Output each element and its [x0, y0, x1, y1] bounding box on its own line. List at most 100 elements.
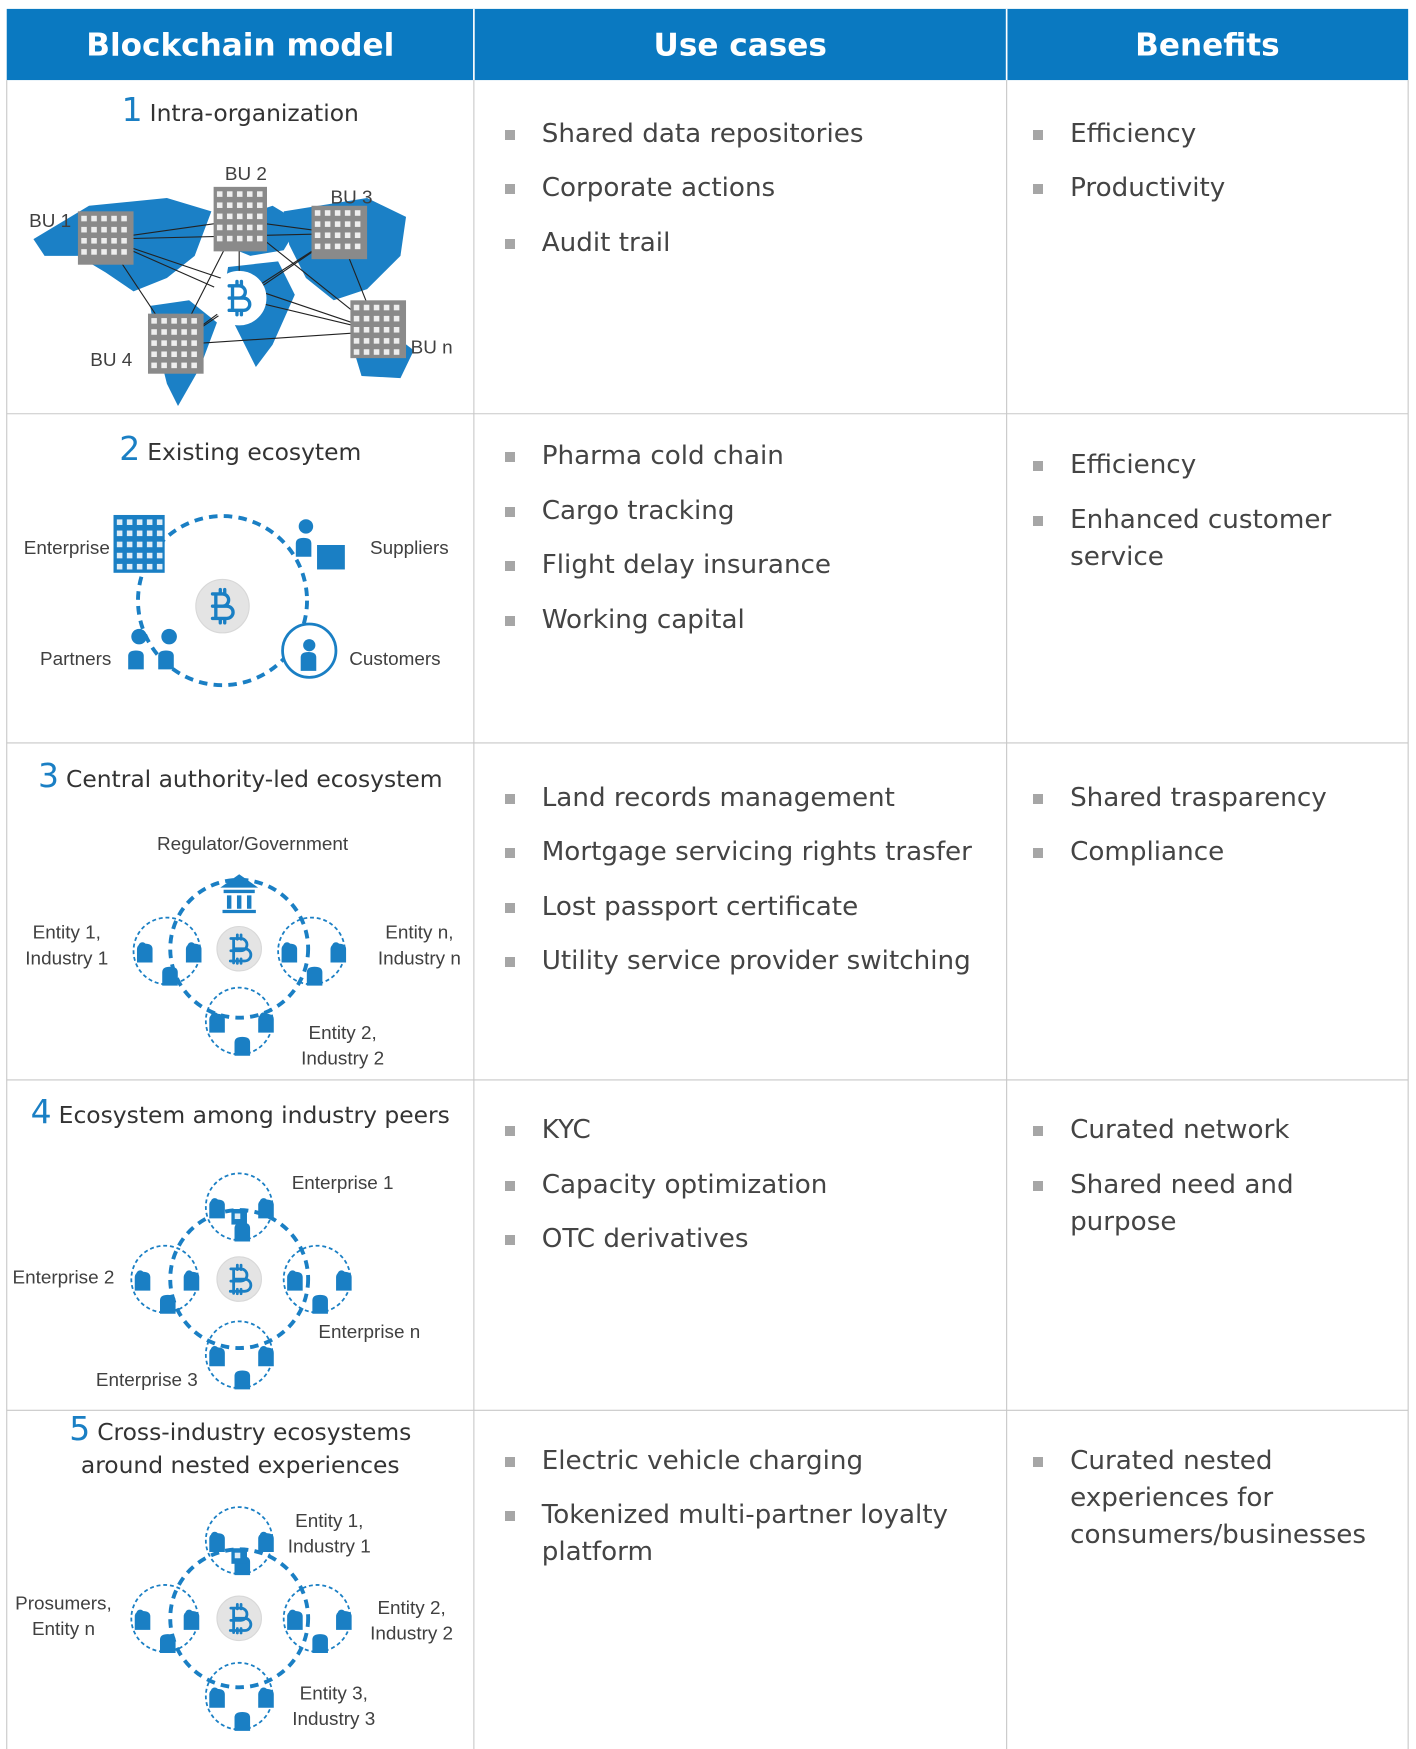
building-window	[91, 249, 97, 255]
person-icon	[136, 943, 153, 963]
model-title: 4 Ecosystem among industry peers	[7, 1095, 474, 1132]
person-icon	[258, 1347, 274, 1367]
use-case: Pharma cold chain	[504, 438, 996, 475]
diagram-label: Industry 1	[288, 1537, 371, 1558]
item-text: Corporate actions	[541, 173, 776, 204]
bullet	[504, 1180, 515, 1191]
benefit-list: Curated nested experiences for consumers…	[1033, 1443, 1393, 1572]
diagram-label: Suppliers	[370, 538, 449, 559]
building-window	[161, 318, 167, 324]
building-window	[324, 243, 331, 250]
building-window	[246, 191, 253, 197]
building-window	[191, 340, 197, 346]
building-window	[353, 338, 360, 344]
building-window	[126, 552, 133, 559]
building-window	[373, 338, 380, 344]
person-icon	[234, 1036, 251, 1056]
building-window	[236, 213, 243, 220]
item-text: KYC	[541, 1115, 591, 1146]
building-window	[146, 530, 153, 537]
network-ring	[136, 514, 309, 688]
building-window	[101, 238, 107, 244]
person-icon	[298, 519, 314, 534]
building-window	[91, 226, 97, 233]
model-name: Ecosystem among industry peers	[58, 1100, 450, 1129]
item-text: Lost passport certificate	[541, 891, 859, 922]
model-number: 2	[119, 428, 141, 468]
building-window	[373, 326, 380, 333]
person-icon	[287, 1271, 303, 1291]
diagram-label: Entity 2,	[309, 1023, 377, 1044]
building-window	[383, 315, 390, 322]
building-window	[246, 224, 253, 231]
bitcoin-glyph	[228, 933, 253, 965]
benefit-list: Shared trasparency Compliance	[1033, 780, 1393, 889]
building-window	[146, 519, 153, 525]
header-bar	[6, 8, 1409, 81]
bullet	[1033, 1180, 1044, 1191]
building-window	[216, 191, 223, 197]
use-case: Working capital	[504, 602, 996, 639]
building-window	[324, 232, 331, 239]
person-icon	[306, 966, 323, 986]
person-icon	[258, 1199, 274, 1219]
building-window	[116, 552, 123, 559]
building-window	[234, 1552, 241, 1559]
item-text: Tokenized multi-partner loyalty platform	[541, 1500, 949, 1568]
use-case: OTC derivatives	[504, 1221, 996, 1258]
item-text: Land records management	[541, 782, 895, 813]
bullet	[504, 1235, 515, 1246]
building-window	[383, 304, 390, 311]
bullet	[1033, 184, 1044, 195]
building-window	[246, 213, 253, 220]
person-icon	[300, 651, 317, 671]
building-window	[393, 326, 400, 333]
building-window	[314, 210, 321, 216]
use-case: KYC	[504, 1112, 996, 1149]
building-window	[191, 329, 197, 335]
bullet	[504, 793, 515, 804]
benefit-list: Efficiency Enhanced customer service	[1033, 447, 1393, 593]
model-number: 5	[69, 1408, 91, 1448]
benefit: Enhanced customer service	[1033, 502, 1393, 576]
person-icon	[287, 1610, 303, 1630]
benefit: Efficiency	[1033, 447, 1393, 484]
building-window	[246, 235, 253, 242]
item-text: Cargo tracking	[541, 495, 735, 526]
use-case: Corporate actions	[504, 170, 996, 207]
bullet	[504, 1126, 515, 1137]
building-window	[111, 249, 117, 255]
building-window	[111, 226, 117, 233]
building-window	[393, 349, 400, 355]
building-window	[171, 340, 177, 346]
network-ring	[168, 1547, 311, 1690]
building-window	[121, 226, 127, 233]
building-window	[216, 235, 223, 242]
diagram-label: Enterprise 3	[96, 1370, 198, 1391]
building-window	[256, 235, 263, 242]
item-text: Pharma cold chain	[541, 441, 784, 472]
diagram-label: Enterprise n	[318, 1322, 420, 1343]
building-window	[181, 318, 187, 324]
bullet	[504, 848, 515, 859]
building-window	[314, 232, 321, 239]
building-window	[146, 541, 153, 548]
building-window	[151, 329, 157, 335]
building-window	[393, 315, 400, 322]
person-icon	[336, 1610, 352, 1630]
bitcoin-glyph	[228, 1263, 253, 1296]
diagram-label: Enterprise 2	[13, 1268, 115, 1289]
person-icon	[336, 1271, 352, 1291]
building-window	[344, 221, 351, 227]
model-number: 4	[30, 1091, 52, 1131]
bitcoin-glyph	[228, 1603, 253, 1635]
building-window	[334, 221, 341, 227]
bullet	[1033, 848, 1044, 859]
benefit-list: Curated network Shared need and purpose	[1033, 1112, 1393, 1258]
item-text: Audit trail	[541, 227, 671, 258]
item-text: Efficiency	[1070, 118, 1197, 149]
use-case: Audit trail	[504, 225, 996, 262]
person-icon	[209, 1533, 225, 1553]
bullet	[504, 1511, 515, 1522]
